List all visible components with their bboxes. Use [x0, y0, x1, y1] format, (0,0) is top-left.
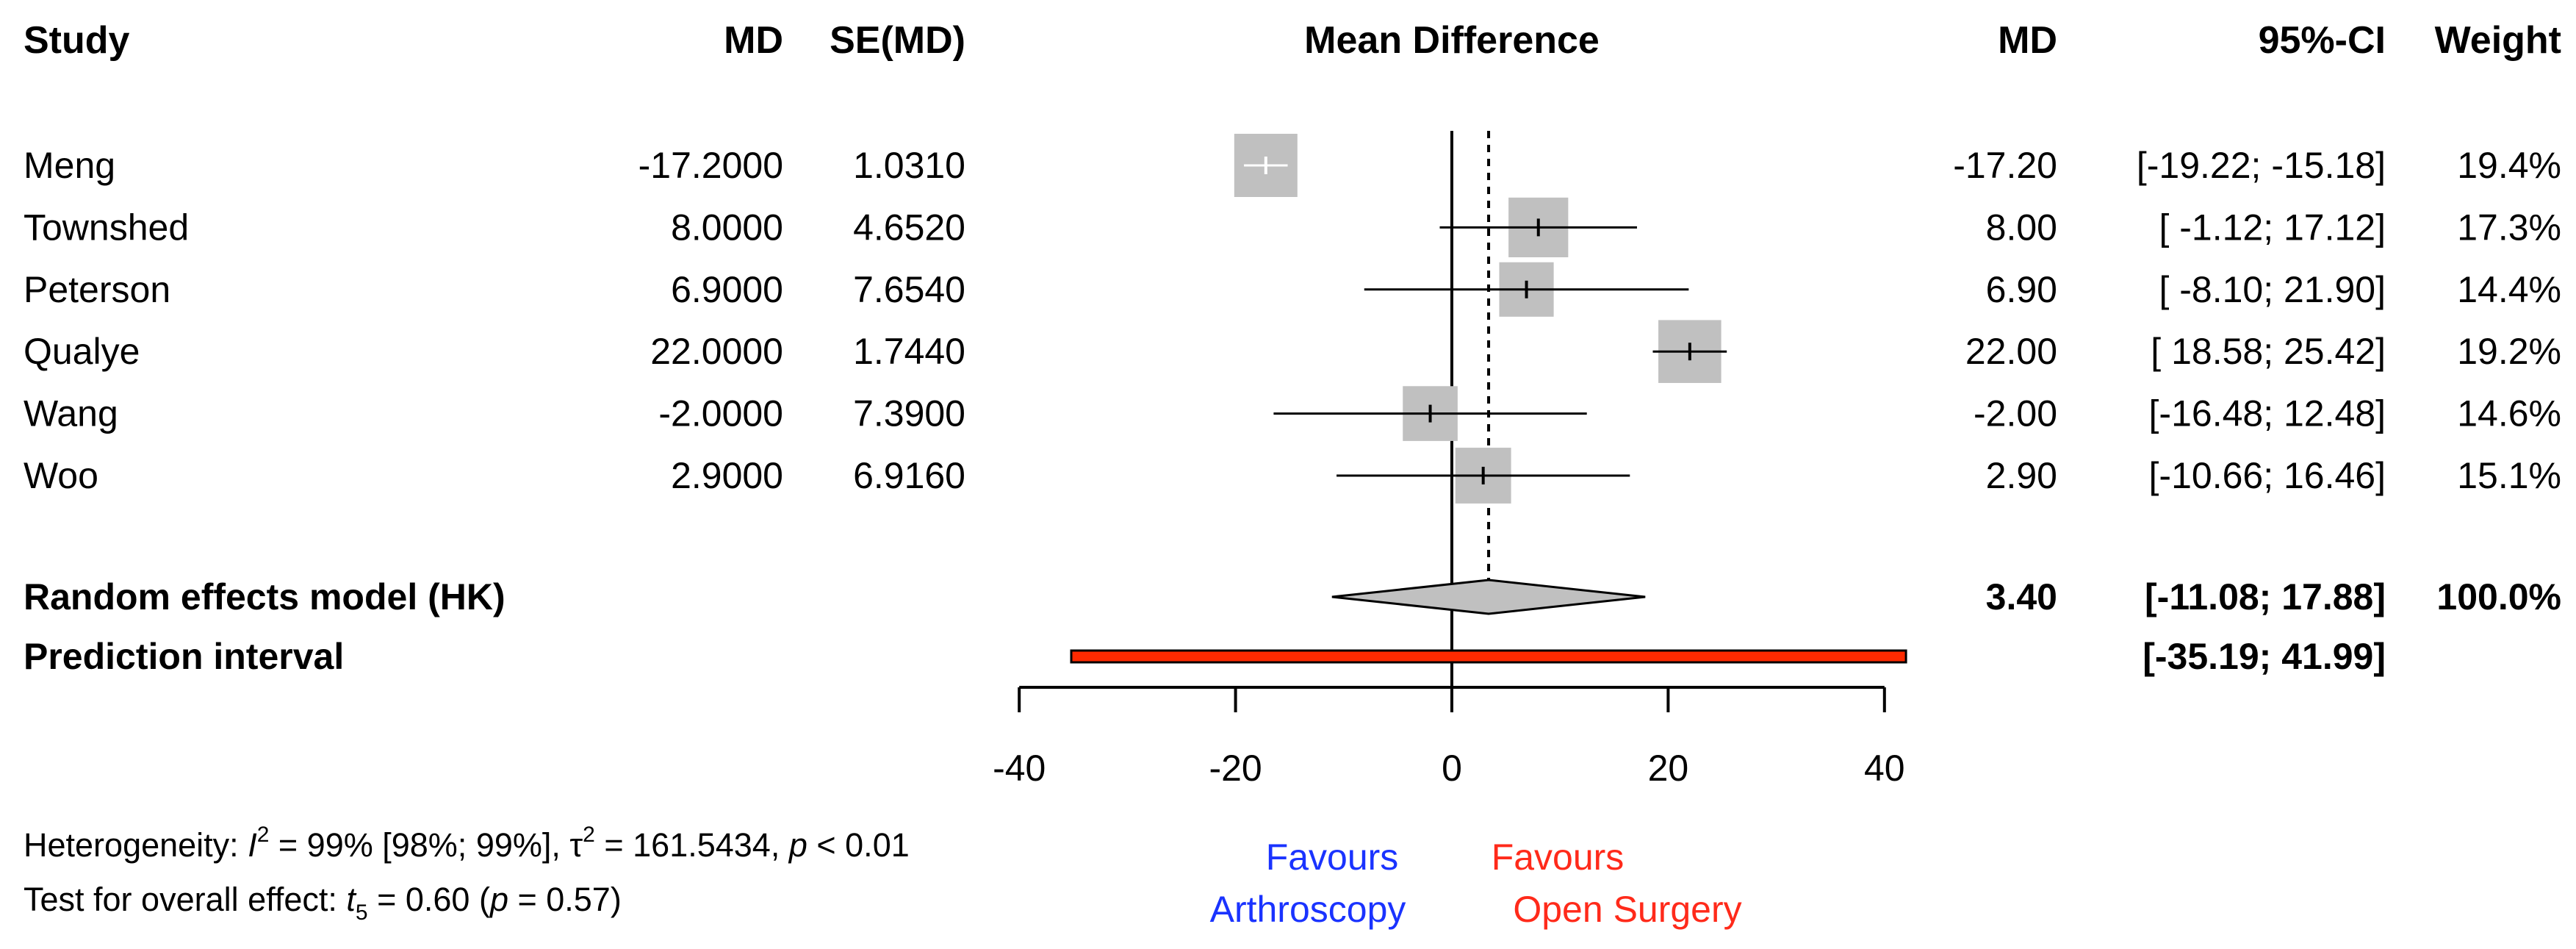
study-md-right: 22.00	[1965, 331, 2057, 372]
t-value: = 0.60 (	[368, 881, 490, 918]
header-md: MD	[724, 19, 783, 62]
favours-left-line2: Arthroscopy	[1210, 889, 1406, 930]
header-study: Study	[24, 19, 130, 62]
x-axis: -40 -20 0 20 40	[993, 686, 1905, 789]
study-name: Townshed	[24, 207, 189, 248]
effect-marks	[1070, 131, 1907, 687]
favours-right-line2: Open Surgery	[1513, 889, 1741, 930]
overall-p-value: = 0.57)	[508, 881, 622, 918]
favours-right-line1: Favours	[1492, 837, 1625, 878]
study-md: 22.0000	[650, 331, 783, 372]
study-weight: 15.1%	[2457, 455, 2561, 496]
study-ci: [-10.66; 16.46]	[2149, 455, 2386, 496]
header-weight: Weight	[2435, 19, 2561, 62]
tau-symbol: τ	[569, 826, 583, 864]
t-symbol: t	[346, 881, 357, 918]
x-axis-tick-label: -40	[993, 748, 1046, 789]
study-ci: [-16.48; 12.48]	[2149, 393, 2386, 434]
study-md-right: 2.90	[1986, 455, 2057, 496]
header-md-right: MD	[1998, 19, 2057, 62]
i2-symbol: I	[248, 826, 257, 864]
study-ci: [ 18.58; 25.42]	[2151, 331, 2386, 372]
pooled-md: 3.40	[1986, 576, 2057, 617]
x-axis-tick-label: 0	[1442, 748, 1462, 789]
header-mean-difference: Mean Difference	[1304, 19, 1600, 62]
x-axis-tick-label: 20	[1648, 748, 1689, 789]
overall-p-symbol: p	[489, 881, 508, 918]
study-md: -2.0000	[658, 393, 783, 434]
study-se: 1.0310	[853, 145, 965, 186]
i2-superscript: 2	[257, 823, 270, 847]
pooled-diamond	[1331, 579, 1646, 615]
study-se: 7.3900	[853, 393, 965, 434]
header-ci: 95%-CI	[2259, 19, 2386, 62]
study-name: Meng	[24, 145, 115, 186]
study-ci: [-19.22; -15.18]	[2137, 145, 2386, 186]
pooled-weight: 100.0%	[2436, 576, 2561, 617]
study-weight: 19.4%	[2457, 145, 2561, 186]
study-name: Peterson	[24, 269, 170, 310]
header-se: SE(MD)	[830, 19, 965, 62]
study-md: 6.9000	[671, 269, 783, 310]
study-weight: 14.6%	[2457, 393, 2561, 434]
overall-effect-test: Test for overall effect: t5 = 0.60 (p = …	[24, 881, 622, 925]
study-weight: 14.4%	[2457, 269, 2561, 310]
study-md: 2.9000	[671, 455, 783, 496]
study-md-right: 6.90	[1986, 269, 2057, 310]
prediction-ci: [-35.19; 41.99]	[2143, 636, 2386, 677]
het-p-symbol: p	[788, 826, 807, 864]
t-subscript: 5	[356, 900, 368, 925]
study-se: 1.7440	[853, 331, 965, 372]
overall-prefix: Test for overall effect:	[24, 881, 346, 918]
pooled-label: Random effects model (HK)	[24, 576, 506, 617]
study-rows: Meng -17.2000 1.0310 -17.20 [-19.22; -15.18]…	[24, 145, 2561, 677]
prediction-interval-bar	[1070, 649, 1907, 664]
x-axis-tick-label: 40	[1864, 748, 1905, 789]
heterogeneity-prefix: Heterogeneity:	[24, 826, 248, 864]
study-name: Woo	[24, 455, 98, 496]
i2-value: = 99% [98%; 99%],	[269, 826, 569, 864]
favours-left-line1: Favours	[1266, 837, 1399, 878]
study-md: -17.2000	[638, 145, 783, 186]
study-md-right: -2.00	[1974, 393, 2057, 434]
study-se: 7.6540	[853, 269, 965, 310]
study-md-right: 8.00	[1986, 207, 2057, 248]
study-weight: 19.2%	[2457, 331, 2561, 372]
study-weight: 17.3%	[2457, 207, 2561, 248]
x-axis-tick-label: -20	[1209, 748, 1262, 789]
study-name: Qualye	[24, 331, 140, 372]
tau-superscript: 2	[583, 823, 595, 847]
study-ci: [ -1.12; 17.12]	[2159, 207, 2386, 248]
study-ci: [ -8.10; 21.90]	[2159, 269, 2386, 310]
heterogeneity-statement: Heterogeneity: I2 = 99% [98%; 99%], τ2 =…	[24, 823, 910, 864]
study-name: Wang	[24, 393, 118, 434]
het-p-value: < 0.01	[807, 826, 910, 864]
study-se: 4.6520	[853, 207, 965, 248]
study-se: 6.9160	[853, 455, 965, 496]
prediction-label: Prediction interval	[24, 636, 344, 677]
tau-value: = 161.5434,	[595, 826, 789, 864]
study-md-right: -17.20	[1953, 145, 2057, 186]
study-md: 8.0000	[671, 207, 783, 248]
pooled-ci: [-11.08; 17.88]	[2145, 576, 2386, 617]
